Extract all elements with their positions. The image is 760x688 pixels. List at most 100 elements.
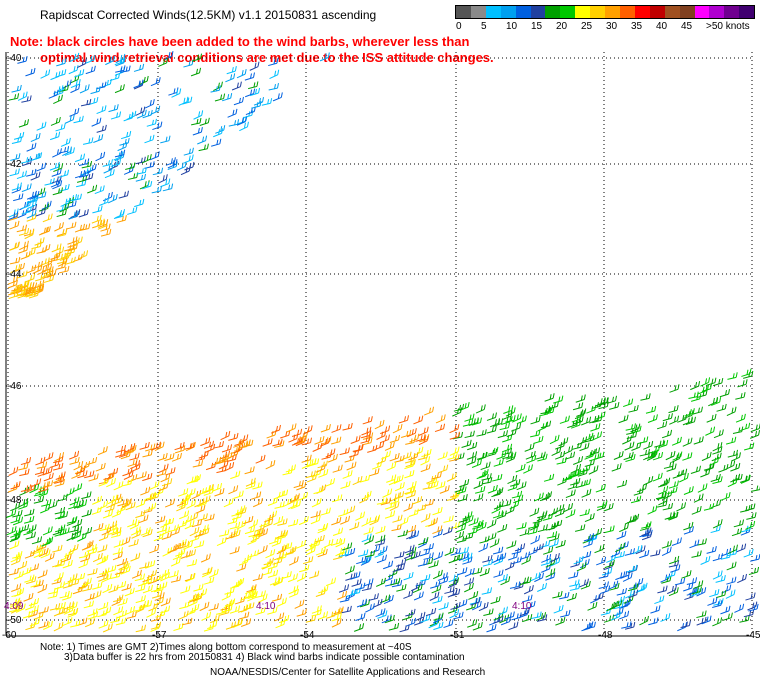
wind-barb [693, 493, 704, 503]
wind-barb [736, 543, 747, 553]
wind-barb [81, 491, 92, 500]
wind-barb [429, 591, 440, 601]
wind-barb [178, 499, 189, 508]
wind-barb [575, 394, 586, 403]
wind-barb [405, 437, 416, 445]
wind-barb [64, 487, 75, 497]
wind-barb [543, 546, 554, 555]
wind-barb [186, 499, 197, 509]
wind-barb [180, 165, 191, 176]
wind-barb [17, 56, 28, 64]
wind-barb [552, 590, 563, 599]
wind-barb [497, 523, 508, 533]
wind-barb [626, 515, 638, 524]
wind-barb [592, 431, 603, 441]
wind-barb [650, 605, 661, 614]
wind-barb [712, 570, 723, 580]
wind-barb [389, 452, 400, 462]
wind-barb [291, 428, 303, 438]
wind-barb [433, 551, 444, 561]
wind-barb [437, 451, 448, 461]
wind-barb [11, 589, 22, 598]
wind-barb [375, 534, 386, 544]
wind-barb [643, 440, 654, 450]
wind-barb [682, 437, 693, 447]
wind-barb [700, 555, 711, 565]
wind-barb [8, 211, 19, 221]
lat-label: -48 [7, 495, 22, 506]
wind-barb [361, 517, 372, 527]
wind-barb [533, 543, 544, 552]
wind-barb [362, 416, 373, 425]
wind-barb [114, 84, 125, 94]
wind-barb [677, 414, 688, 423]
wind-barb [216, 465, 227, 474]
wind-barb [112, 547, 124, 555]
wind-barb [74, 223, 85, 233]
wind-barb [98, 500, 109, 510]
wind-barb [214, 488, 225, 497]
wind-barb [450, 601, 461, 610]
wind-barb [182, 540, 193, 550]
wind-barb [160, 597, 171, 607]
wind-barb [475, 404, 486, 414]
wind-barb [287, 573, 298, 583]
wind-barb [32, 264, 43, 274]
wind-barb [486, 425, 497, 434]
wind-barb [665, 450, 676, 461]
wind-barb [232, 618, 243, 628]
wind-barb [749, 430, 760, 439]
wind-barb [604, 525, 615, 534]
wind-barb [376, 497, 388, 505]
wind-barb [454, 531, 465, 541]
wind-barb [263, 518, 274, 528]
wind-barb [18, 524, 30, 533]
wind-barb [135, 498, 146, 508]
wind-barb [591, 401, 602, 409]
wind-barb [201, 611, 212, 621]
wind-barb [524, 443, 535, 452]
wind-barb [324, 478, 336, 487]
wind-barb [337, 590, 348, 600]
wind-barb [486, 412, 497, 421]
wind-barb [511, 546, 522, 555]
wind-barb [277, 597, 287, 607]
wind-barb [313, 486, 324, 495]
wind-barb [712, 553, 723, 562]
wind-barb [118, 190, 129, 199]
wind-barb [470, 597, 481, 606]
wind-barb [661, 546, 672, 557]
wind-barb [655, 491, 667, 500]
wind-barb [9, 540, 20, 550]
wind-barb [73, 115, 84, 124]
wind-barb [670, 564, 681, 573]
wind-barb [398, 516, 409, 527]
wind-barb [320, 507, 331, 516]
wind-barb [230, 470, 241, 480]
wind-barb [472, 621, 483, 631]
wind-barb [668, 480, 679, 489]
wind-barb [50, 178, 61, 188]
wind-barb [388, 622, 400, 631]
wind-barb [25, 601, 36, 611]
wind-barb [192, 127, 203, 136]
wind-barb [540, 420, 552, 429]
wind-barb [511, 422, 522, 432]
wind-barb [662, 502, 674, 511]
wind-barb [43, 274, 55, 283]
wind-barb [236, 520, 247, 530]
wind-barb [473, 493, 484, 502]
wind-barb [149, 480, 160, 490]
wind-barb [363, 578, 374, 587]
wind-barb [666, 584, 677, 595]
wind-barb [160, 518, 171, 528]
wind-barb [102, 509, 114, 519]
wind-barb [472, 521, 483, 530]
wind-barb [631, 425, 642, 434]
wind-barb [376, 430, 387, 440]
wind-barb [375, 608, 386, 618]
wind-barb [363, 526, 374, 535]
wind-barb [748, 603, 759, 612]
wind-barb [319, 437, 331, 447]
wind-barb [397, 529, 408, 538]
